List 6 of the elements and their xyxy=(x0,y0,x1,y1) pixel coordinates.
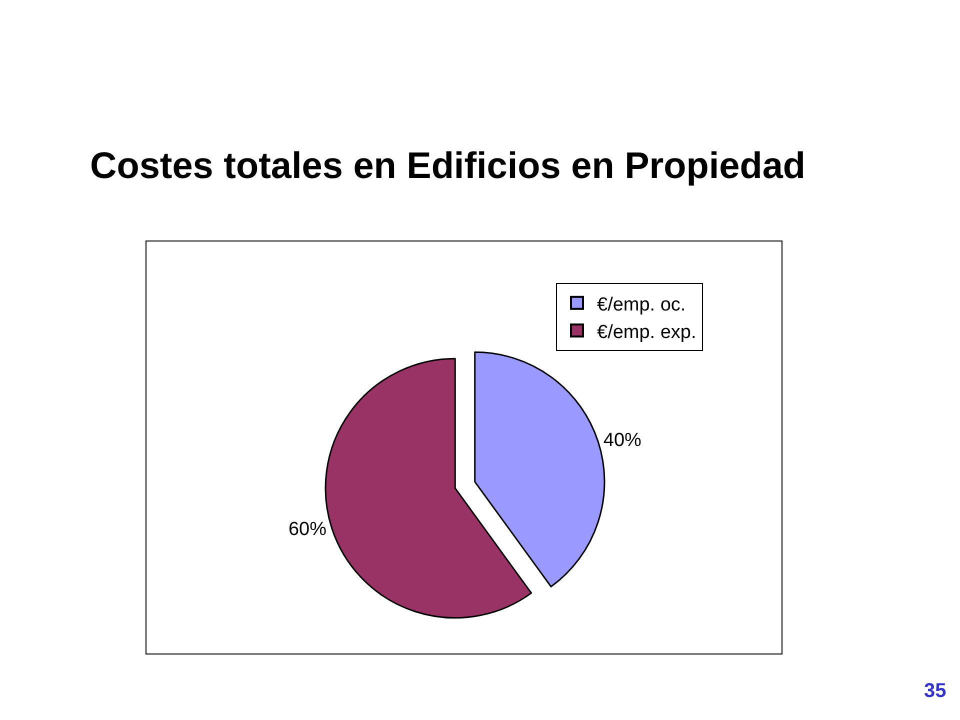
legend-label: €/emp. exp. xyxy=(597,322,696,343)
legend-label: €/emp. oc. xyxy=(597,294,686,316)
data-label: 60% xyxy=(288,518,327,540)
data-label: 40% xyxy=(603,430,642,452)
text: 35 xyxy=(924,680,946,702)
chart-title: Costes totales en Edificios en Propiedad xyxy=(90,144,806,186)
